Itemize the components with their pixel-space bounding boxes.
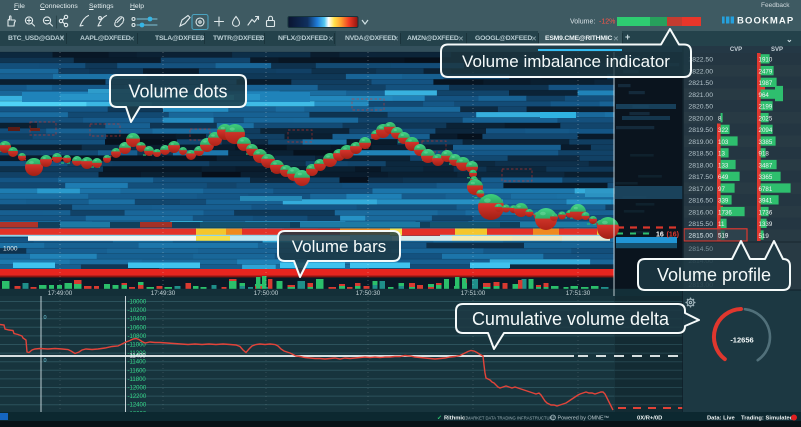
svg-text:133: 133: [718, 162, 729, 169]
svg-text:-11800: -11800: [128, 377, 147, 383]
svg-text:17:49:30: 17:49:30: [151, 290, 176, 297]
svg-text:MARKET DATA TRADING INFRASTRUC: MARKET DATA TRADING INFRASTRUCTURE: [467, 415, 556, 420]
svg-text:Volume:: Volume:: [570, 19, 595, 26]
svg-text:2199: 2199: [759, 104, 773, 111]
svg-text:2818.00: 2818.00: [688, 162, 713, 169]
svg-text:17:50:00: 17:50:00: [254, 290, 279, 297]
svg-text:2819.50: 2819.50: [688, 127, 713, 134]
svg-text:17:49:00: 17:49:00: [48, 290, 73, 297]
svg-text:-11400: -11400: [128, 354, 147, 360]
svg-text:2817.50: 2817.50: [688, 174, 713, 181]
svg-text:17:51:00: 17:51:00: [461, 290, 486, 297]
svg-text:1000: 1000: [3, 246, 18, 253]
svg-text:-10600: -10600: [128, 325, 147, 331]
svg-text:Volume bars: Volume bars: [292, 237, 387, 256]
svg-text:Volume dots: Volume dots: [128, 82, 227, 102]
svg-text:103: 103: [718, 139, 729, 146]
svg-text:-12400: -12400: [128, 403, 147, 409]
svg-text:17:51:30: 17:51:30: [566, 290, 591, 297]
svg-text:2815.50: 2815.50: [688, 221, 713, 228]
svg-text:2816.50: 2816.50: [688, 198, 713, 205]
svg-text:3941: 3941: [759, 198, 773, 205]
svg-text:2820.50: 2820.50: [688, 104, 713, 111]
svg-text:649: 649: [718, 174, 729, 181]
svg-text:2822.00: 2822.00: [688, 68, 713, 75]
svg-text:2817.00: 2817.00: [688, 186, 713, 193]
svg-text:519: 519: [718, 232, 729, 239]
svg-text:-12000: -12000: [128, 386, 147, 392]
svg-text:6781: 6781: [759, 186, 773, 193]
svg-text:-12%: -12%: [599, 19, 615, 26]
svg-text:Data: Live: Data: Live: [707, 416, 735, 422]
svg-text:CVP: CVP: [730, 47, 742, 53]
svg-text:-12200: -12200: [128, 394, 147, 400]
svg-text:BOOKMAP: BOOKMAP: [737, 16, 794, 27]
svg-text:Cumulative volume delta: Cumulative volume delta: [472, 309, 670, 329]
svg-text:2820.00: 2820.00: [688, 115, 713, 122]
svg-text:2025: 2025: [759, 115, 773, 122]
svg-text:339: 339: [718, 198, 729, 205]
svg-text:(16): (16): [667, 232, 679, 239]
svg-text:3487: 3487: [759, 162, 773, 169]
svg-text:0: 0: [44, 358, 47, 364]
svg-text:13: 13: [718, 151, 725, 158]
svg-text:2815.00: 2815.00: [688, 232, 713, 239]
svg-text:Trading: Simulated: Trading: Simulated: [741, 416, 794, 422]
svg-text:✓: ✓: [437, 416, 442, 422]
svg-text:2816.00: 2816.00: [688, 209, 713, 216]
svg-text:1987: 1987: [759, 80, 773, 87]
svg-text:1736: 1736: [759, 209, 773, 216]
svg-text:-11000: -11000: [128, 343, 147, 349]
svg-text:2814.50: 2814.50: [688, 246, 713, 253]
svg-text:519: 519: [759, 233, 770, 240]
svg-text:-10200: -10200: [128, 308, 147, 314]
svg-text:-10800: -10800: [128, 334, 147, 340]
svg-text:-11600: -11600: [128, 368, 147, 374]
svg-text:97: 97: [718, 186, 725, 193]
svg-text:2822.50: 2822.50: [688, 57, 713, 64]
svg-text:-10400: -10400: [128, 317, 147, 323]
svg-text:1339: 1339: [759, 221, 773, 228]
svg-text:Powered by OMNE™: Powered by OMNE™: [558, 416, 610, 422]
svg-text:3385: 3385: [759, 139, 773, 146]
svg-text:322: 322: [718, 127, 729, 134]
svg-text:1736: 1736: [718, 209, 732, 216]
svg-text:-12656: -12656: [730, 336, 753, 345]
svg-text:918: 918: [759, 151, 770, 158]
svg-text:SVP: SVP: [771, 47, 783, 53]
svg-text:-11200: -11200: [128, 351, 147, 357]
svg-text:3365: 3365: [759, 174, 773, 181]
svg-text:-10000: -10000: [128, 300, 147, 306]
svg-text:0X/R+/0D: 0X/R+/0D: [637, 416, 662, 422]
svg-text:Rithmic:: Rithmic:: [444, 416, 467, 422]
svg-text:2821.00: 2821.00: [688, 92, 713, 99]
svg-text:2094: 2094: [759, 127, 773, 134]
svg-text:11: 11: [718, 221, 725, 228]
svg-text:2818.50: 2818.50: [688, 151, 713, 158]
svg-text:Volume imbalance indicator: Volume imbalance indicator: [462, 52, 670, 71]
svg-text:-11400: -11400: [128, 360, 147, 366]
svg-text:17:50:30: 17:50:30: [356, 290, 381, 297]
svg-text:2819.00: 2819.00: [688, 139, 713, 146]
svg-text:0: 0: [44, 315, 47, 321]
svg-text:8: 8: [718, 115, 722, 122]
svg-text:964: 964: [759, 92, 770, 99]
svg-text:1910: 1910: [759, 57, 773, 64]
svg-text:2479: 2479: [759, 68, 773, 75]
svg-text:2821.50: 2821.50: [688, 80, 713, 87]
svg-text:Volume profile: Volume profile: [657, 265, 771, 285]
svg-text:16: 16: [656, 232, 664, 239]
